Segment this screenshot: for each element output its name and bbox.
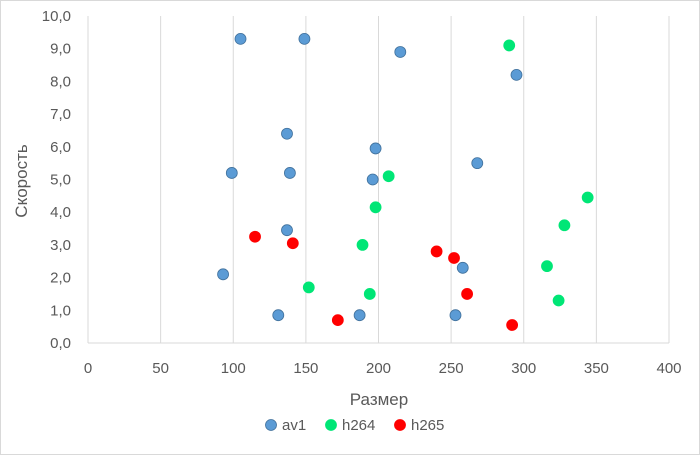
data-point-av1 [366,173,379,186]
y-tick-label: 8,0 [50,73,71,90]
data-point-h265 [286,237,299,250]
data-point-av1 [456,261,469,274]
data-point-h264 [558,219,571,232]
data-point-h264 [382,170,395,183]
y-tick-label: 3,0 [50,237,71,254]
data-point-h264 [552,294,565,307]
legend-marker-av1 [265,419,277,431]
x-tick-label: 0 [84,360,92,377]
legend-label-av1: av1 [282,417,306,434]
x-axis-title: Размер [350,390,408,409]
x-tick-label: 50 [152,360,169,377]
data-point-h264 [581,191,594,204]
data-point-av1 [281,224,293,237]
data-point-av1 [369,142,382,155]
data-point-h264 [503,39,516,52]
legend-marker-h265 [394,419,406,431]
x-tick-label: 150 [293,360,318,377]
x-tick-label: 400 [656,360,681,377]
y-tick-label: 6,0 [50,139,71,156]
data-point-av1 [510,68,523,81]
x-tick-label: 350 [584,360,609,377]
y-tick-label: 2,0 [50,270,71,287]
data-point-av1 [217,268,229,281]
axes: 0 50 100 150 200 250 300 350 400 0,0 1,0 2,0 3,0 4,0 5… [42,8,682,377]
data-point-h264 [302,281,315,294]
data-point-av1 [234,32,247,45]
legend-marker-h264 [325,419,337,431]
y-tick-label: 0,0 [50,335,71,352]
x-tick-label: 200 [366,360,391,377]
data-point-av1 [449,309,462,322]
data-point-h265 [331,314,344,327]
data-point-h264 [356,238,369,251]
x-tick-label: 300 [511,360,536,377]
data-point-av1 [298,32,311,45]
y-axis-title: Скорость [12,144,31,218]
data-point-h265 [506,319,519,331]
data-point-av1 [272,309,285,322]
legend-label-h264: h264 [342,417,375,434]
data-point-h265 [430,245,443,258]
x-tick-label: 100 [221,360,246,377]
y-tick-label: 5,0 [50,172,71,189]
legend-label-h265: h265 [411,417,444,434]
x-tick-label: 250 [439,360,464,377]
data-point-av1 [471,157,484,170]
data-point-av1 [394,46,407,58]
y-tick-label: 10,0 [42,8,71,25]
legend: av1 h264 h265 [265,417,444,434]
y-tick-label: 9,0 [50,41,71,58]
data-point-h265 [461,288,474,300]
data-point-av1 [281,127,293,140]
y-tick-label: 7,0 [50,106,71,123]
data-point-h265 [249,230,261,243]
data-points [217,32,594,331]
data-point-h264 [363,288,376,300]
data-point-h264 [541,260,553,273]
y-tick-label: 1,0 [50,302,71,319]
data-point-av1 [353,309,366,322]
data-point-h265 [448,252,460,264]
data-point-h264 [369,201,382,214]
y-tick-label: 4,0 [50,204,71,221]
data-point-av1 [225,167,238,179]
data-point-av1 [283,167,296,179]
